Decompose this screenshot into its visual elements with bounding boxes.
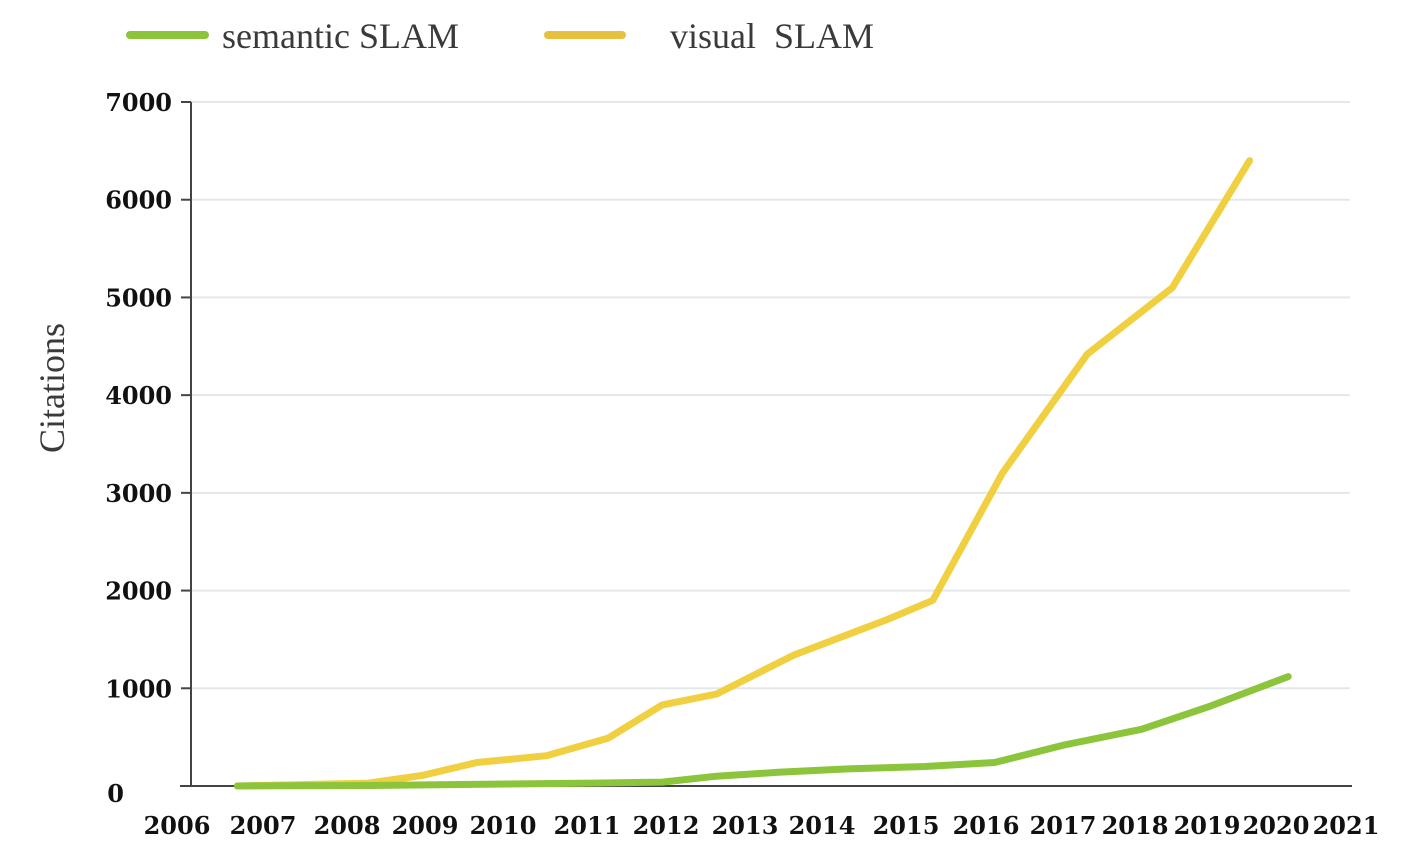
- x-tick-label: 2007: [230, 811, 297, 840]
- x-tick-label: 2014: [789, 811, 856, 840]
- x-tick-label: 2011: [554, 811, 621, 840]
- legend: semantic SLAM visual SLAM: [126, 16, 874, 56]
- x-tick-labels: 2006 2007 2008 2009 2010 2011 2012 2013 2014 2015…: [144, 811, 1380, 840]
- y-tick-label: 6000: [105, 186, 172, 215]
- series-line-semantic-slam: [233, 673, 1292, 790]
- x-tick-label: 2008: [314, 811, 381, 840]
- y-tick-label: 3000: [105, 479, 172, 508]
- x-tick-label: 2021: [1313, 811, 1380, 840]
- gridlines: [181, 101, 1350, 787]
- series-line-visual-slam: [233, 157, 1254, 790]
- x-tick-label: 2012: [633, 811, 700, 840]
- y-tick-labels: 0 1000 2000 3000 4000 5000 6000 7000: [105, 88, 172, 808]
- series-lines: [233, 157, 1292, 790]
- y-tick-label: 2000: [105, 577, 172, 606]
- y-tick-label: 0: [107, 779, 124, 808]
- y-tick-label: 4000: [105, 381, 172, 410]
- legend-label-visual-slam: visual SLAM: [670, 16, 874, 56]
- x-tick-label: 2015: [873, 811, 940, 840]
- y-tick-label: 5000: [105, 283, 172, 312]
- x-tick-label: 2020: [1243, 811, 1310, 840]
- x-tick-label: 2017: [1030, 811, 1097, 840]
- x-tick-label: 2018: [1102, 811, 1169, 840]
- y-tick-label: 7000: [105, 88, 172, 117]
- x-tick-label: 2010: [470, 811, 537, 840]
- y-tick-label: 1000: [105, 674, 172, 703]
- y-axis-label: Citations: [32, 323, 72, 453]
- legend-label-semantic-slam: semantic SLAM: [222, 16, 459, 56]
- x-tick-label: 2013: [712, 811, 779, 840]
- x-tick-label: 2016: [953, 811, 1020, 840]
- x-tick-label: 2006: [144, 811, 211, 840]
- x-tick-label: 2009: [392, 811, 459, 840]
- x-tick-label: 2019: [1174, 811, 1241, 840]
